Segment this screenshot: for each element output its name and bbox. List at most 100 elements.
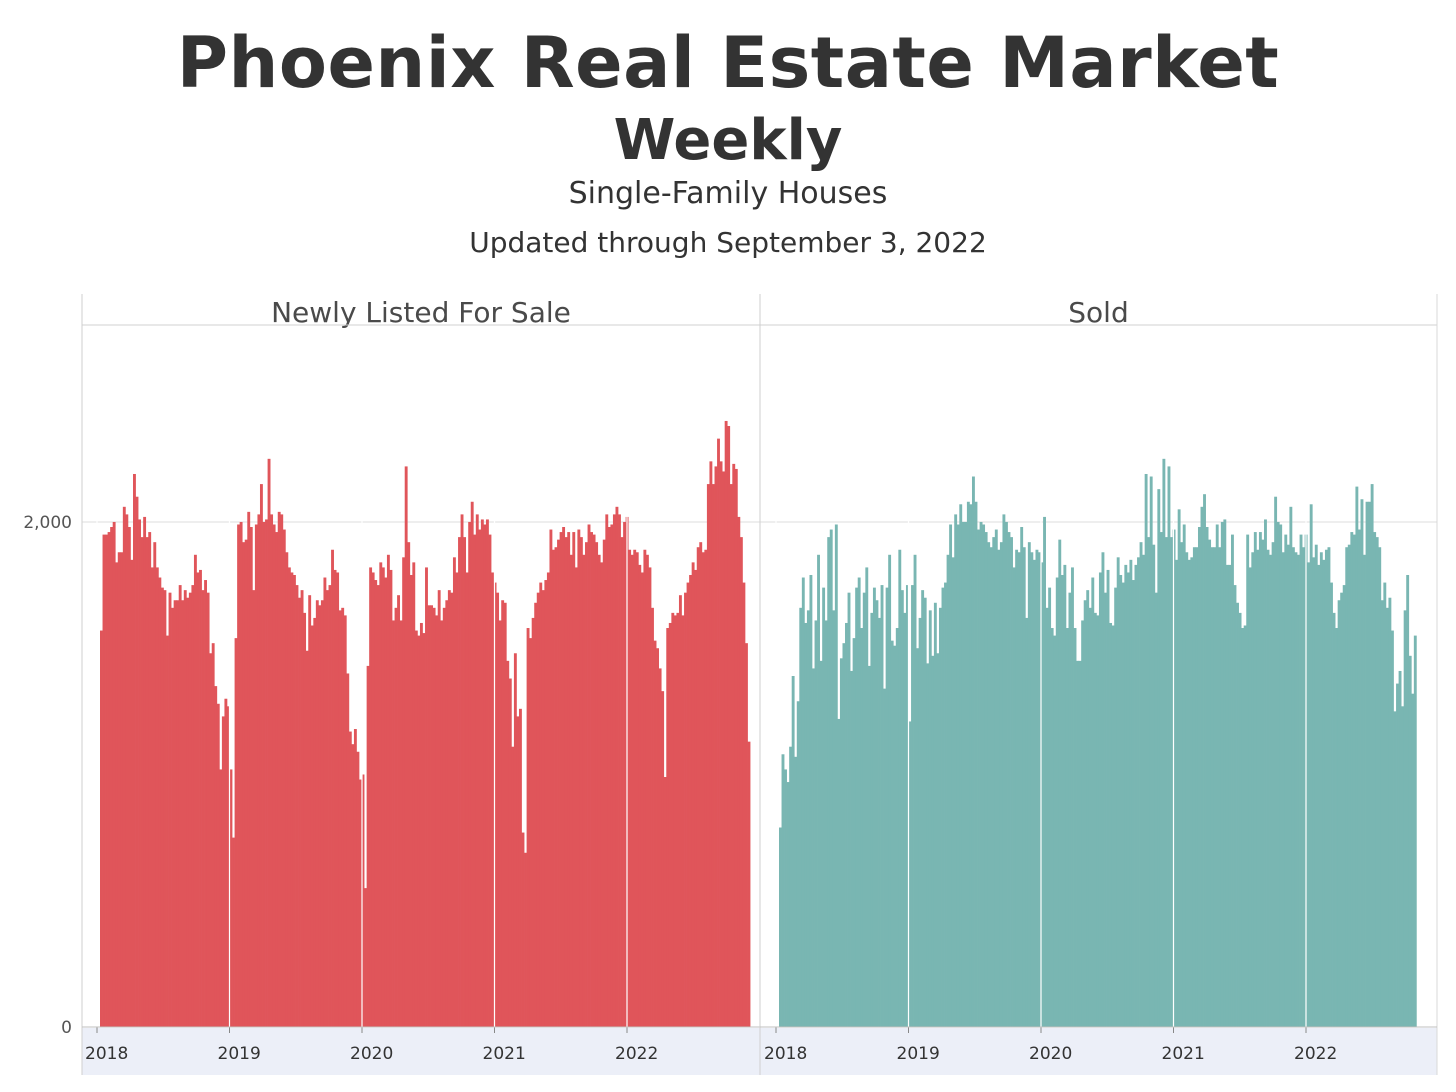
- bar: [574, 567, 578, 1027]
- bar: [1289, 506, 1293, 1027]
- bar: [1154, 592, 1158, 1027]
- bar: [1258, 532, 1262, 1027]
- bar: [992, 537, 996, 1027]
- bar: [829, 529, 833, 1027]
- bar: [819, 660, 823, 1027]
- bar: [653, 640, 657, 1027]
- bar: [193, 554, 197, 1027]
- bar: [1299, 534, 1303, 1027]
- updated-date-label: Updated through September 3, 2022: [469, 226, 987, 259]
- bar: [745, 643, 748, 1027]
- bar: [933, 602, 937, 1027]
- bar: [638, 564, 642, 1027]
- bar: [681, 615, 685, 1027]
- bar: [1096, 615, 1100, 1027]
- bar: [668, 622, 672, 1027]
- bar: [832, 610, 836, 1027]
- bar: [1088, 607, 1092, 1027]
- x-tick-label: 2018: [764, 1044, 807, 1064]
- bar: [956, 524, 960, 1027]
- bar: [673, 615, 677, 1027]
- bar: [1203, 494, 1206, 1027]
- bar: [1340, 592, 1344, 1027]
- bar: [1345, 547, 1349, 1027]
- bar-series-newly-listed: [96, 325, 751, 1028]
- bar: [1030, 552, 1034, 1027]
- bar: [188, 592, 192, 1027]
- bar: [465, 572, 469, 1027]
- bar: [183, 590, 187, 1027]
- bar: [824, 620, 828, 1027]
- bar: [1109, 622, 1113, 1027]
- x-tick-label: 2022: [1294, 1044, 1337, 1064]
- bar: [168, 592, 172, 1027]
- bar: [1215, 524, 1219, 1027]
- bar: [1256, 549, 1260, 1027]
- x-tick-label: 2020: [1029, 1044, 1072, 1064]
- bar: [779, 827, 782, 1027]
- bar: [648, 567, 652, 1027]
- bar: [1413, 635, 1417, 1027]
- bar: [186, 597, 190, 1027]
- bar: [498, 620, 502, 1027]
- bar: [984, 532, 988, 1027]
- bar: [440, 620, 444, 1027]
- bar: [488, 534, 492, 1027]
- bar: [1324, 549, 1328, 1027]
- bar: [361, 774, 365, 1027]
- bar: [1170, 537, 1173, 1027]
- bar: [812, 668, 815, 1027]
- bar: [402, 557, 406, 1027]
- bar: [1027, 542, 1031, 1027]
- bar: [905, 585, 909, 1027]
- bar: [1177, 509, 1181, 1028]
- x-tick-label: 2020: [350, 1044, 393, 1064]
- bar: [699, 542, 703, 1027]
- bar: [1261, 539, 1265, 1027]
- bar: [1131, 580, 1135, 1027]
- bar: [366, 665, 370, 1027]
- bar: [125, 514, 129, 1027]
- bar: [1187, 559, 1191, 1027]
- bar: [254, 524, 258, 1027]
- bar: [1093, 612, 1097, 1027]
- bar: [150, 567, 154, 1027]
- bar: [959, 504, 963, 1027]
- bar: [944, 582, 947, 1027]
- bar: [353, 729, 357, 1027]
- bar: [303, 612, 307, 1027]
- bar: [839, 658, 843, 1027]
- bar: [359, 779, 362, 1027]
- bar: [145, 537, 149, 1027]
- bar: [546, 572, 550, 1027]
- bar: [1149, 476, 1153, 1027]
- bar: [880, 585, 884, 1027]
- bar: [1101, 552, 1105, 1027]
- bar: [737, 516, 741, 1027]
- bar: [526, 628, 530, 1027]
- bar: [809, 574, 813, 1027]
- bar: [714, 466, 718, 1027]
- bar: [1393, 711, 1397, 1027]
- bar: [999, 542, 1003, 1027]
- bar: [562, 527, 566, 1027]
- bar: [468, 521, 472, 1027]
- bar: [1091, 577, 1095, 1027]
- bar: [1005, 521, 1008, 1027]
- bar: [722, 471, 726, 1028]
- bar: [483, 524, 487, 1027]
- bar: [1335, 628, 1339, 1027]
- bar: [338, 610, 342, 1027]
- bar: [704, 549, 708, 1027]
- bar: [1322, 559, 1326, 1027]
- bar: [1025, 617, 1029, 1027]
- bar: [587, 524, 591, 1027]
- bar: [1220, 521, 1224, 1027]
- bar: [1210, 547, 1214, 1027]
- bar: [216, 703, 220, 1027]
- bar: [199, 569, 202, 1027]
- bar: [974, 501, 978, 1027]
- bar: [732, 463, 736, 1027]
- bar: [954, 514, 958, 1027]
- bar: [333, 569, 337, 1027]
